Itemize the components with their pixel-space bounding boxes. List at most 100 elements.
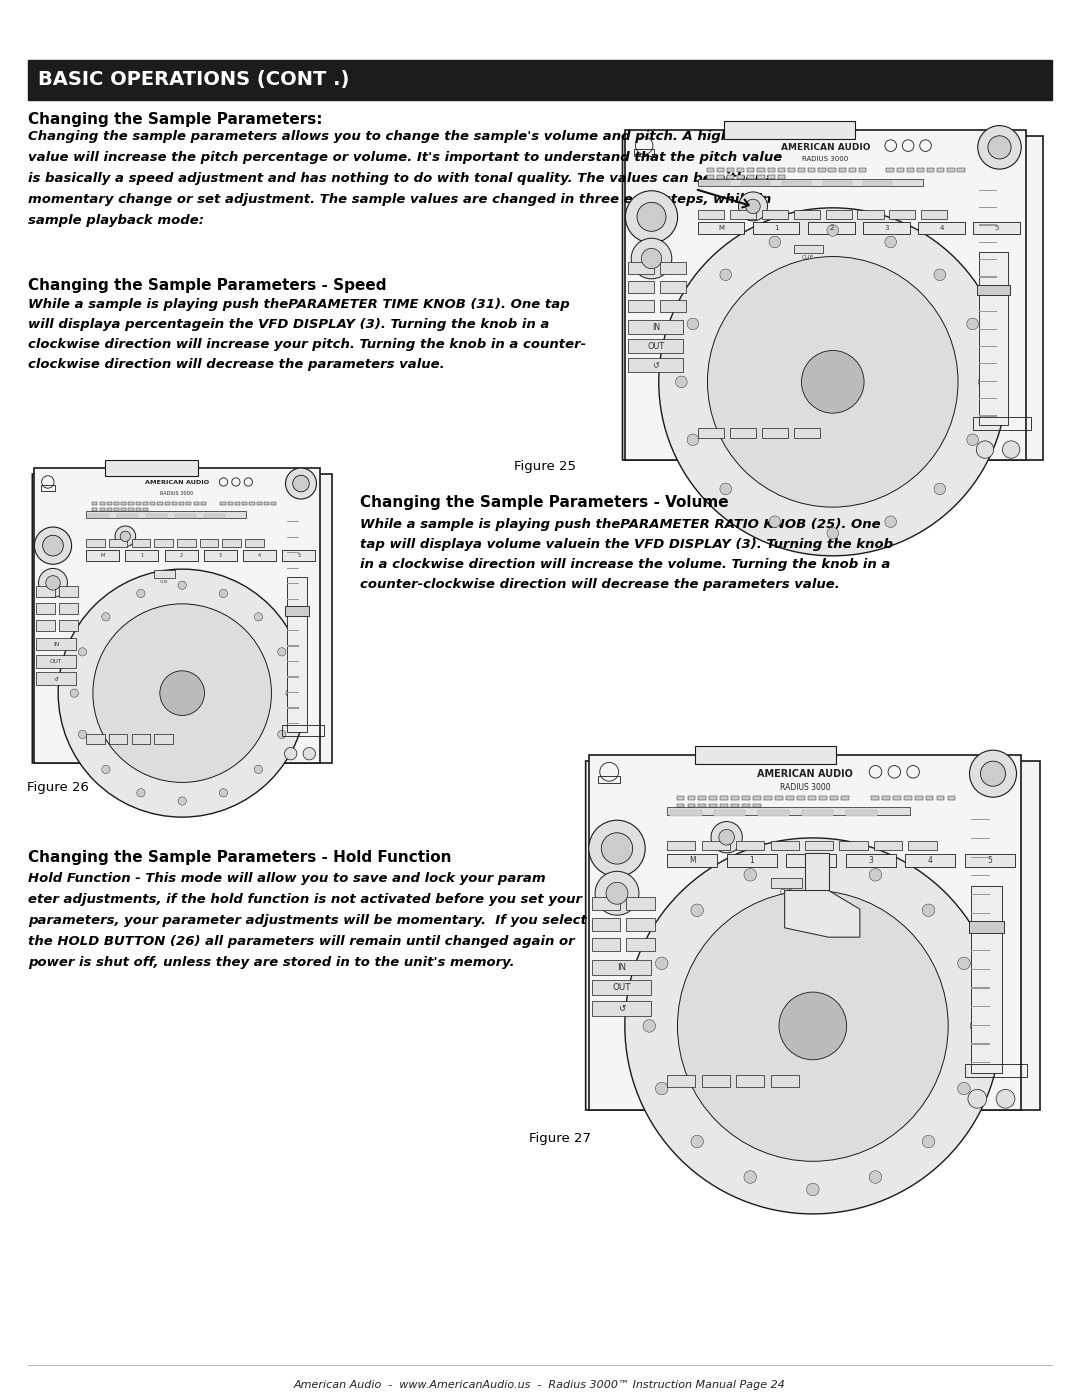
Bar bbox=[768, 175, 774, 179]
Circle shape bbox=[589, 820, 645, 877]
Bar bbox=[257, 502, 261, 506]
Circle shape bbox=[606, 883, 627, 904]
Bar bbox=[846, 854, 896, 868]
Bar bbox=[35, 468, 320, 763]
Bar bbox=[761, 210, 787, 218]
Circle shape bbox=[625, 838, 1001, 1214]
Bar bbox=[629, 281, 654, 293]
Text: eter adjustments, if the hold function is not activated before you set your: eter adjustments, if the hold function i… bbox=[28, 893, 582, 907]
FancyBboxPatch shape bbox=[32, 474, 332, 763]
Bar bbox=[37, 604, 55, 613]
Text: 5: 5 bbox=[297, 553, 300, 559]
Bar bbox=[859, 168, 866, 172]
Bar bbox=[863, 182, 892, 186]
Bar bbox=[838, 168, 846, 172]
Bar bbox=[904, 796, 912, 800]
Circle shape bbox=[988, 136, 1011, 159]
Text: 5: 5 bbox=[987, 856, 993, 865]
Bar bbox=[823, 182, 852, 186]
Text: CUE: CUE bbox=[780, 890, 793, 895]
Circle shape bbox=[58, 569, 306, 817]
Bar bbox=[737, 175, 744, 179]
Bar bbox=[200, 539, 218, 548]
Bar bbox=[107, 509, 112, 511]
Circle shape bbox=[285, 468, 316, 499]
Circle shape bbox=[827, 528, 838, 539]
Bar bbox=[698, 427, 724, 439]
Bar bbox=[858, 210, 883, 218]
Text: AMERICAN AUDIO: AMERICAN AUDIO bbox=[757, 768, 853, 780]
Bar bbox=[730, 210, 756, 218]
Bar bbox=[831, 796, 838, 800]
Text: counter-clockwise direction will decrease the parameters value.: counter-clockwise direction will decreas… bbox=[360, 578, 840, 591]
Bar bbox=[629, 339, 684, 353]
Bar bbox=[747, 168, 755, 172]
Text: Figure 25: Figure 25 bbox=[514, 460, 576, 474]
Bar bbox=[59, 604, 78, 613]
Bar bbox=[731, 796, 739, 800]
Circle shape bbox=[711, 821, 742, 854]
Text: Changing the Sample Parameters - Volume: Changing the Sample Parameters - Volume bbox=[360, 495, 729, 510]
Circle shape bbox=[801, 351, 864, 414]
Bar bbox=[730, 427, 756, 439]
Bar bbox=[592, 939, 620, 951]
Bar bbox=[742, 803, 751, 807]
Circle shape bbox=[691, 1136, 703, 1148]
Text: 4: 4 bbox=[940, 225, 944, 231]
Text: 4: 4 bbox=[258, 553, 261, 559]
Bar bbox=[245, 539, 264, 548]
Bar bbox=[242, 502, 247, 506]
Bar bbox=[754, 803, 761, 807]
Text: Changing the Sample Parameters - Speed: Changing the Sample Parameters - Speed bbox=[28, 278, 387, 293]
Bar bbox=[937, 168, 944, 172]
Text: in a clockwise direction will increase the volume. Turning the knob in a: in a clockwise direction will increase t… bbox=[360, 557, 890, 571]
Bar bbox=[634, 149, 654, 156]
Circle shape bbox=[79, 648, 86, 657]
FancyBboxPatch shape bbox=[622, 136, 1043, 460]
Bar bbox=[801, 810, 833, 816]
Circle shape bbox=[720, 483, 731, 495]
Circle shape bbox=[219, 590, 228, 598]
Bar bbox=[969, 921, 1004, 933]
Circle shape bbox=[642, 249, 662, 268]
Polygon shape bbox=[805, 854, 828, 890]
Bar bbox=[150, 502, 156, 506]
Bar bbox=[264, 502, 269, 506]
Bar bbox=[660, 300, 686, 313]
Bar bbox=[132, 735, 150, 743]
Bar bbox=[41, 485, 55, 492]
Bar bbox=[786, 854, 836, 868]
Circle shape bbox=[970, 750, 1016, 798]
Circle shape bbox=[958, 1083, 970, 1095]
Bar bbox=[881, 796, 890, 800]
Bar bbox=[59, 585, 78, 597]
Bar bbox=[37, 620, 55, 631]
Bar bbox=[768, 168, 774, 172]
Bar bbox=[808, 222, 854, 235]
Bar bbox=[717, 168, 724, 172]
Bar bbox=[121, 502, 126, 506]
Bar bbox=[271, 502, 276, 506]
Circle shape bbox=[625, 191, 677, 243]
Bar bbox=[286, 577, 307, 732]
Text: tap will displaya volume valuein the VFD DISPLAY (3). Turning the knob: tap will displaya volume valuein the VFD… bbox=[360, 538, 893, 550]
Bar bbox=[204, 514, 225, 518]
Text: 1: 1 bbox=[750, 856, 754, 865]
Bar bbox=[59, 620, 78, 631]
Bar bbox=[37, 655, 76, 668]
Bar bbox=[172, 502, 177, 506]
Circle shape bbox=[254, 766, 262, 774]
Bar bbox=[626, 918, 654, 930]
Bar bbox=[86, 550, 119, 562]
Bar bbox=[839, 841, 867, 851]
Bar bbox=[660, 281, 686, 293]
Bar bbox=[177, 539, 195, 548]
Bar bbox=[158, 502, 162, 506]
Circle shape bbox=[922, 904, 935, 916]
Text: ↺: ↺ bbox=[618, 1003, 625, 1013]
Text: Changing the Sample Parameters:: Changing the Sample Parameters: bbox=[28, 112, 323, 127]
Bar bbox=[964, 854, 1015, 868]
Bar bbox=[710, 796, 717, 800]
Bar bbox=[896, 168, 904, 172]
Bar bbox=[28, 60, 1052, 101]
